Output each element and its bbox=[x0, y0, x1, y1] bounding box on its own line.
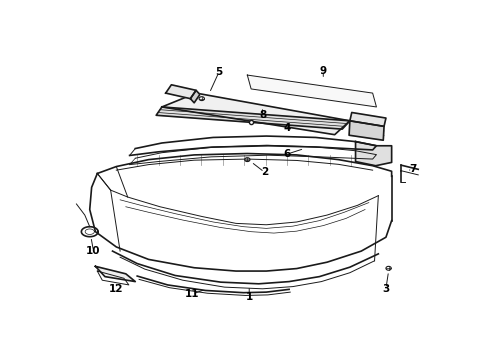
Polygon shape bbox=[156, 107, 350, 129]
Polygon shape bbox=[356, 141, 392, 166]
Polygon shape bbox=[166, 85, 196, 99]
Text: 2: 2 bbox=[261, 167, 268, 177]
Polygon shape bbox=[190, 90, 200, 103]
Polygon shape bbox=[247, 75, 376, 107]
Polygon shape bbox=[350, 112, 386, 126]
Text: 8: 8 bbox=[259, 110, 266, 120]
Text: 12: 12 bbox=[109, 284, 123, 293]
Text: 11: 11 bbox=[185, 289, 199, 299]
Text: 7: 7 bbox=[409, 164, 416, 174]
Text: 10: 10 bbox=[86, 246, 101, 256]
Text: 5: 5 bbox=[215, 67, 222, 77]
Text: 9: 9 bbox=[319, 66, 327, 76]
Text: 4: 4 bbox=[284, 123, 291, 133]
Text: 3: 3 bbox=[382, 284, 390, 293]
Text: 6: 6 bbox=[284, 149, 291, 159]
Polygon shape bbox=[349, 121, 384, 140]
Polygon shape bbox=[96, 266, 135, 282]
Polygon shape bbox=[162, 93, 350, 135]
Text: 1: 1 bbox=[245, 292, 253, 302]
